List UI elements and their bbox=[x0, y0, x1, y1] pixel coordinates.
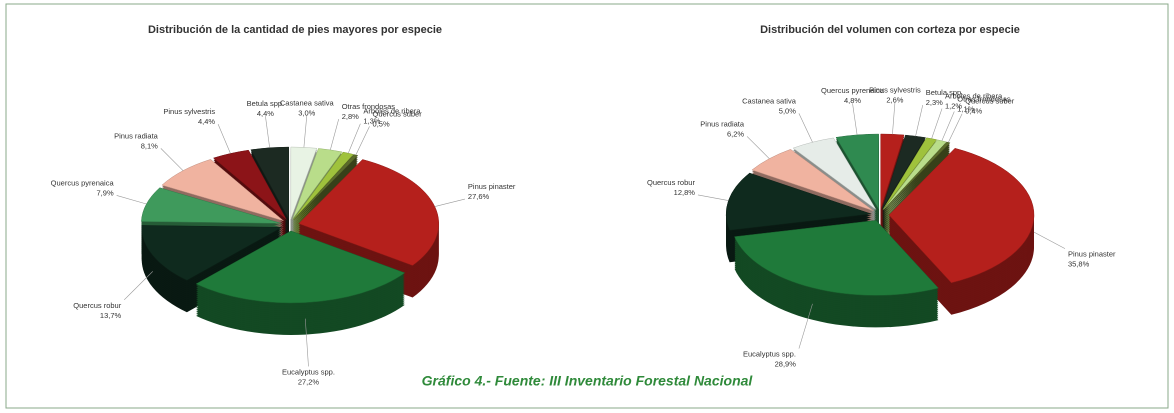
slice-label: Quercus robur bbox=[647, 178, 695, 187]
slice-label: Quercus suber bbox=[373, 109, 423, 118]
slice-label: Otras frondosas bbox=[342, 102, 396, 111]
leader-line bbox=[124, 271, 153, 301]
leader-line bbox=[355, 126, 370, 156]
slice-label: Pinus pinaster bbox=[1068, 250, 1116, 259]
value-label: 27,2% bbox=[298, 377, 320, 386]
value-label: 4,4% bbox=[198, 117, 215, 126]
slice bbox=[734, 220, 939, 296]
leader-line bbox=[1033, 231, 1066, 249]
leader-line bbox=[892, 102, 896, 135]
value-label: 13,7% bbox=[100, 311, 122, 320]
slice-label: Pinus radiata bbox=[114, 131, 159, 140]
leader-line bbox=[697, 194, 729, 201]
leader-line bbox=[798, 113, 813, 143]
slice bbox=[293, 151, 354, 220]
value-label: 2,8% bbox=[342, 112, 359, 121]
leader-line bbox=[304, 318, 309, 367]
slice-label: Quercus robur bbox=[73, 301, 121, 310]
leader-line bbox=[116, 195, 147, 205]
leader-line bbox=[852, 103, 858, 135]
slice bbox=[751, 149, 874, 212]
value-label: 1,2% bbox=[945, 102, 962, 111]
slice-label: Pinus sylvestris bbox=[869, 85, 921, 94]
slice-side bbox=[293, 160, 358, 226]
slice-label: Castanea sativa bbox=[280, 98, 335, 107]
value-label: 1,1% bbox=[957, 104, 974, 113]
value-label: 6,2% bbox=[727, 129, 744, 138]
slice-side bbox=[293, 162, 358, 228]
slice-label: Eucalyptus spp. bbox=[743, 350, 796, 359]
slice-label: Pinus pinaster bbox=[468, 182, 516, 191]
value-label: 28,9% bbox=[775, 360, 797, 369]
slice-side bbox=[883, 146, 950, 214]
value-label: 2,6% bbox=[886, 95, 903, 104]
slice bbox=[141, 187, 282, 224]
leader-line bbox=[265, 115, 270, 148]
value-label: 35,8% bbox=[1068, 260, 1090, 269]
value-label: 2,3% bbox=[926, 98, 943, 107]
slice-label: Otras frondosas bbox=[957, 94, 1011, 103]
slice-label: Betula spp. bbox=[247, 99, 285, 108]
slice-label: Castanea sativa bbox=[742, 96, 797, 105]
leader-line bbox=[915, 104, 924, 137]
slice-label: Eucalyptus spp. bbox=[282, 367, 335, 376]
leader-line bbox=[434, 198, 465, 207]
value-label: 1,3% bbox=[363, 117, 380, 126]
slice bbox=[195, 230, 406, 304]
slice-side bbox=[883, 144, 950, 212]
leader-line bbox=[303, 115, 308, 148]
slice-label: Quercus pyrenaica bbox=[51, 178, 115, 187]
chart-title: Distribución del volumen con corteza por… bbox=[760, 24, 1020, 36]
slice-side bbox=[293, 156, 358, 222]
slice-label: Arboles de ribera bbox=[945, 92, 1003, 101]
leader-line bbox=[217, 124, 231, 154]
leader-line bbox=[330, 119, 339, 150]
slice bbox=[888, 148, 1035, 284]
value-label: 27,6% bbox=[468, 192, 490, 201]
value-label: 4,4% bbox=[257, 109, 274, 118]
leader-line bbox=[948, 113, 963, 143]
slice bbox=[835, 133, 879, 210]
leader-line bbox=[746, 136, 770, 159]
slice-label: Arboles de ribera bbox=[363, 107, 421, 116]
caption: Gráfico 4.- Fuente: III Inventario Fores… bbox=[422, 373, 754, 389]
value-label: 0,5% bbox=[373, 119, 390, 128]
slice-side bbox=[883, 152, 950, 220]
value-label: 0,4% bbox=[965, 107, 982, 116]
leader-line bbox=[931, 108, 943, 139]
chart-title: Distribución de la cantidad de pies mayo… bbox=[148, 24, 442, 36]
slice-label: Quercus pyrenaica bbox=[821, 86, 885, 95]
value-label: 12,8% bbox=[674, 188, 696, 197]
slice bbox=[292, 148, 343, 220]
value-label: 7,9% bbox=[97, 188, 114, 197]
leader-line bbox=[160, 148, 184, 171]
value-label: 5,0% bbox=[779, 106, 796, 115]
leader-line bbox=[798, 303, 813, 349]
slice-label: Pinus radiata bbox=[700, 119, 745, 128]
leader-line bbox=[347, 123, 361, 154]
value-label: 8,1% bbox=[141, 141, 158, 150]
slice-label: Betula spp. bbox=[926, 88, 964, 97]
slice-side bbox=[883, 150, 950, 218]
value-label: 4,8% bbox=[844, 96, 861, 105]
leader-line bbox=[941, 111, 955, 141]
slice bbox=[792, 137, 877, 210]
slice-side bbox=[883, 148, 950, 216]
slice bbox=[298, 159, 439, 266]
slice-label: Pinus sylvestris bbox=[163, 107, 215, 116]
slice bbox=[141, 225, 283, 281]
slice-side bbox=[293, 158, 358, 224]
slice bbox=[880, 133, 905, 210]
value-label: 3,0% bbox=[298, 108, 315, 117]
slice-label: Quercus suber bbox=[965, 97, 1015, 106]
